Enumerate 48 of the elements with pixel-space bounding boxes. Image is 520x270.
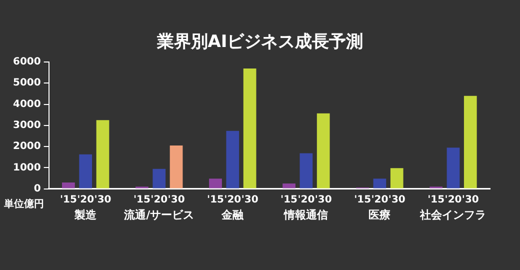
- x-tick-label: 医療: [368, 208, 391, 222]
- bar: [243, 68, 256, 188]
- bar: [170, 145, 183, 188]
- y-tick-label: 5000: [12, 78, 41, 89]
- y-tick-label: 2000: [12, 141, 41, 152]
- x-tick-label: 情報通信: [283, 208, 328, 222]
- text: '20: [444, 194, 462, 206]
- x-tick-label: 製造: [74, 208, 98, 222]
- text: '20: [371, 194, 388, 206]
- bar: [300, 153, 313, 188]
- text: '30: [462, 194, 479, 206]
- x-tick-label: 社会インフラ: [419, 208, 486, 222]
- y-tick-label: 0: [34, 183, 41, 194]
- bar: [373, 178, 386, 188]
- text: 単位億円: [4, 198, 44, 211]
- chart-title: 業界別AIビジネス成長予測: [156, 31, 364, 53]
- text: '15: [133, 194, 150, 206]
- series-label: '20: [77, 194, 94, 206]
- x-tick-label: 流通/サービス: [123, 208, 194, 222]
- text: '15: [354, 194, 372, 206]
- text: '30: [94, 194, 112, 206]
- text: '20: [298, 194, 315, 206]
- bar: [390, 168, 404, 188]
- x-tick-label: 金融: [220, 208, 245, 222]
- bar: [209, 178, 222, 188]
- text: '20: [150, 194, 168, 206]
- bar: [96, 120, 110, 188]
- series-label: '30: [168, 194, 185, 206]
- bar: [62, 182, 75, 188]
- text: '30: [314, 194, 332, 206]
- series-label: '15: [60, 194, 77, 206]
- y-tick-label: 4000: [12, 98, 41, 110]
- bar: [152, 168, 166, 188]
- bar: [282, 184, 296, 188]
- text: '20: [224, 194, 242, 206]
- bar: [464, 96, 477, 188]
- y-tick-label: 3000: [12, 120, 41, 131]
- text: '15: [207, 194, 224, 206]
- y-tick-label: 1000: [12, 162, 41, 174]
- bar: [446, 148, 460, 188]
- bar: [79, 154, 92, 188]
- text: '15: [280, 194, 298, 206]
- bar: [316, 113, 330, 188]
- text: '30: [241, 194, 258, 206]
- bar: [226, 130, 240, 188]
- y-tick-label: 6000: [12, 56, 41, 68]
- text: '30: [388, 194, 406, 206]
- text: '15: [428, 194, 445, 206]
